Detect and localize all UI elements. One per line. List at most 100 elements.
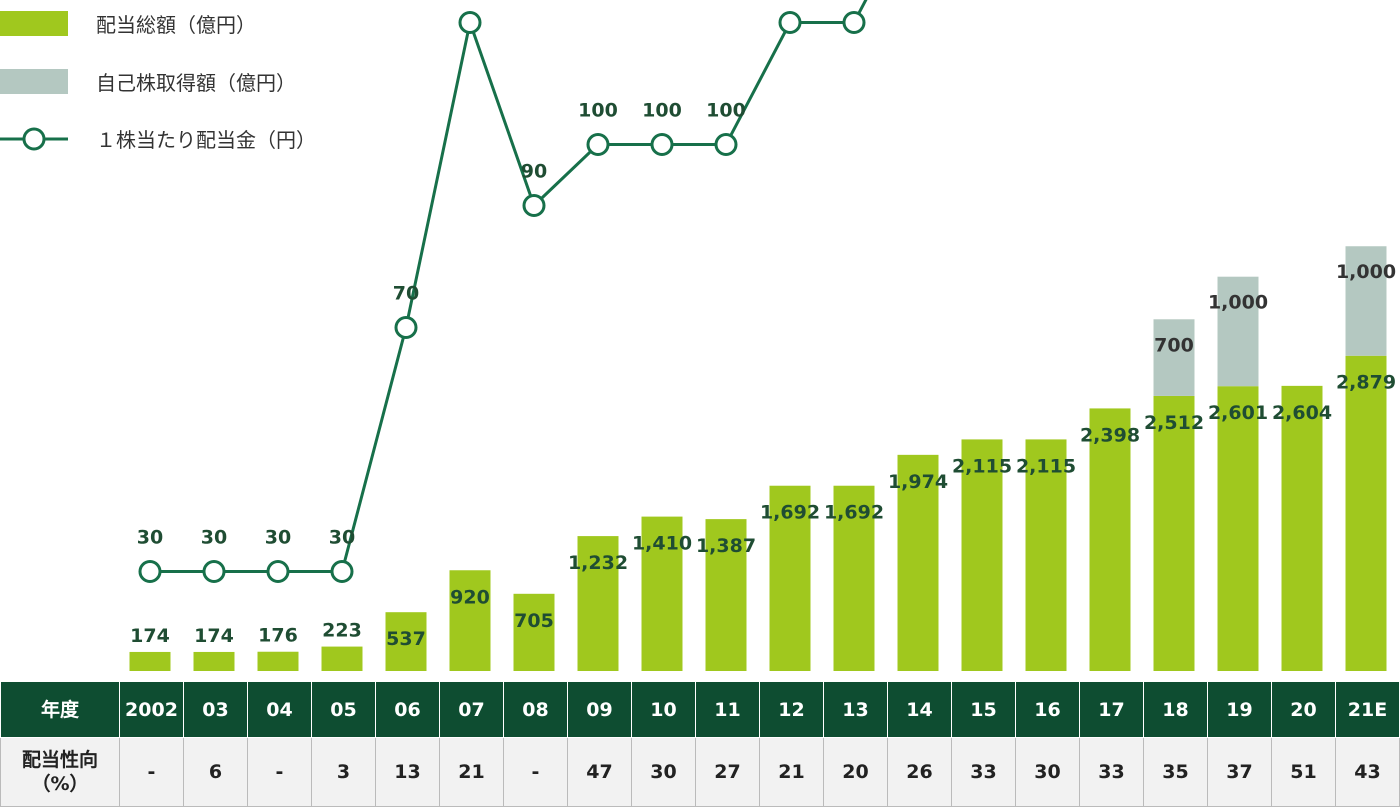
- dividend-total-label-07: 920: [450, 586, 490, 608]
- payout-ratio-cell-20: 51: [1271, 737, 1336, 807]
- dividend-total-bar-20: [1281, 385, 1323, 671]
- dps-point-09: [586, 133, 610, 156]
- dps-point-05: [330, 560, 354, 583]
- legend-label-dividend-total: 配当総額（億円）: [96, 13, 256, 37]
- payout-ratio-cell-21E: 43: [1335, 737, 1400, 807]
- dps-point-2002: [138, 560, 162, 583]
- year-cell-05: 05: [311, 681, 376, 738]
- dps-point-12: [778, 11, 802, 34]
- year-row: 年度 2002 03 04 05 06 07 08 09 10 11 12 13 14 15 16 17 18 1…: [0, 681, 1400, 738]
- dividend-total-label-21E: 2,879: [1336, 372, 1396, 394]
- year-cell-18: 18: [1143, 681, 1208, 738]
- payout-ratio-cell-04: -: [247, 737, 312, 807]
- dividend-total-label-04: 176: [258, 625, 298, 647]
- payout-ratio-cell-11: 27: [695, 737, 760, 807]
- dps-label-10: 100: [642, 100, 682, 122]
- legend-marker-dps: [22, 127, 46, 151]
- year-cell-19: 19: [1207, 681, 1272, 738]
- dividend-total-bar-07: [449, 570, 491, 671]
- dividend-total-label-16: 2,115: [1016, 455, 1076, 477]
- year-cell-16: 16: [1015, 681, 1080, 738]
- payout-ratio-row: 配当性向 （%） -6-3 13 21-47 30 27 21 20 26 33 30 33 35 37…: [0, 737, 1400, 807]
- year-row-header: 年度: [0, 681, 120, 738]
- payout-ratio-cell-09: 47: [567, 737, 632, 807]
- payout-table: 年度 2002 03 04 05 06 07 08 09 10 11 12 13 14 15 16 17 18 1…: [0, 681, 1400, 807]
- dividend-total-bar-06: [385, 612, 427, 671]
- dividend-total-label-06: 537: [386, 628, 426, 650]
- dividend-total-bar-10: [641, 516, 683, 671]
- year-cell-03: 03: [183, 681, 248, 738]
- year-cell-17: 17: [1079, 681, 1144, 738]
- dividend-total-label-2002: 174: [130, 625, 170, 647]
- payout-ratio-cell-08: -: [503, 737, 568, 807]
- payout-ratio-cell-06: 13: [375, 737, 440, 807]
- dividend-total-bar-12: [769, 485, 811, 671]
- chart-legend: 配当総額（億円） 自己株取得額（億円） １株当たり配当金（円）: [0, 11, 316, 152]
- dividend-total-label-17: 2,398: [1080, 424, 1140, 446]
- dividend-total-label-10: 1,410: [632, 533, 692, 555]
- dividend-total-bar-18: [1153, 395, 1195, 671]
- buyback-bar-21E: [1345, 246, 1387, 356]
- year-cell-2002: 2002: [119, 681, 184, 738]
- payout-ratio-cell-16: 30: [1015, 737, 1080, 807]
- dividend-total-label-03: 174: [194, 625, 234, 647]
- dps-point-03: [202, 560, 226, 583]
- year-cell-09: 09: [567, 681, 632, 738]
- dividend-total-bar-15: [961, 439, 1003, 671]
- payout-ratio-cell-05: 3: [311, 737, 376, 807]
- legend-swatch-buyback: [0, 69, 68, 94]
- payout-ratio-cell-13: 20: [823, 737, 888, 807]
- dps-point-08: [522, 194, 546, 217]
- year-cell-21E: 21E: [1335, 681, 1400, 738]
- dividend-total-bar-16: [1025, 439, 1067, 671]
- payout-ratio-cell-14: 26: [887, 737, 952, 807]
- buyback-label-21E: 1,000: [1336, 261, 1396, 283]
- dividend-total-bar-08: [513, 593, 555, 671]
- dps-label-06: 70: [393, 283, 419, 305]
- dps-label-2002: 30: [137, 527, 163, 549]
- dps-label-05: 30: [329, 527, 355, 549]
- dividend-total-bar-17: [1089, 408, 1131, 671]
- buyback-bar-18: [1153, 319, 1195, 396]
- year-cell-04: 04: [247, 681, 312, 738]
- dividend-total-bar-11: [705, 519, 747, 671]
- payout-ratio-cell-03: 6: [183, 737, 248, 807]
- dividend-total-label-13: 1,692: [824, 502, 884, 524]
- payout-ratio-label: 配当性向: [21, 749, 98, 771]
- legend-label-buyback: 自己株取得額（億円）: [96, 71, 296, 95]
- dividend-total-label-09: 1,232: [568, 552, 628, 574]
- year-cell-12: 12: [759, 681, 824, 738]
- dps-point-11: [714, 133, 738, 156]
- dps-point-04: [266, 560, 290, 583]
- payout-ratio-cell-19: 37: [1207, 737, 1272, 807]
- dividend-total-bar-04: [257, 651, 299, 671]
- year-cell-08: 08: [503, 681, 568, 738]
- year-cell-20: 20: [1271, 681, 1336, 738]
- dividend-total-label-19: 2,601: [1208, 402, 1268, 424]
- dps-line-series: 3030303070120901001001001201201401501501…: [137, 0, 868, 583]
- dividend-total-bar-13: [833, 485, 875, 671]
- year-cell-07: 07: [439, 681, 504, 738]
- payout-ratio-cell-15: 33: [951, 737, 1016, 807]
- dps-label-03: 30: [201, 527, 227, 549]
- payout-ratio-unit: （%）: [31, 773, 89, 795]
- year-cell-10: 10: [631, 681, 696, 738]
- year-cell-06: 06: [375, 681, 440, 738]
- dividend-total-label-05: 223: [322, 620, 362, 642]
- dps-label-04: 30: [265, 527, 291, 549]
- dividend-total-bar-21E: [1345, 355, 1387, 671]
- dps-line: [150, 0, 868, 573]
- dividend-chart: 配当総額（億円） 自己株取得額（億円） １株当たり配当金（円） 174 174 17…: [0, 0, 1396, 671]
- payout-ratio-cell-2002: -: [119, 737, 184, 807]
- legend-label-dps: １株当たり配当金（円）: [96, 128, 316, 152]
- dividend-total-label-11: 1,387: [696, 535, 756, 557]
- dividend-total-bar-2002: [129, 651, 171, 671]
- dividend-total-label-18: 2,512: [1144, 412, 1204, 434]
- year-cell-15: 15: [951, 681, 1016, 738]
- dividend-total-bar-14: [897, 454, 939, 671]
- buyback-label-18: 700: [1154, 334, 1194, 356]
- payout-ratio-cell-10: 30: [631, 737, 696, 807]
- dps-label-11: 100: [706, 100, 746, 122]
- payout-ratio-cell-12: 21: [759, 737, 824, 807]
